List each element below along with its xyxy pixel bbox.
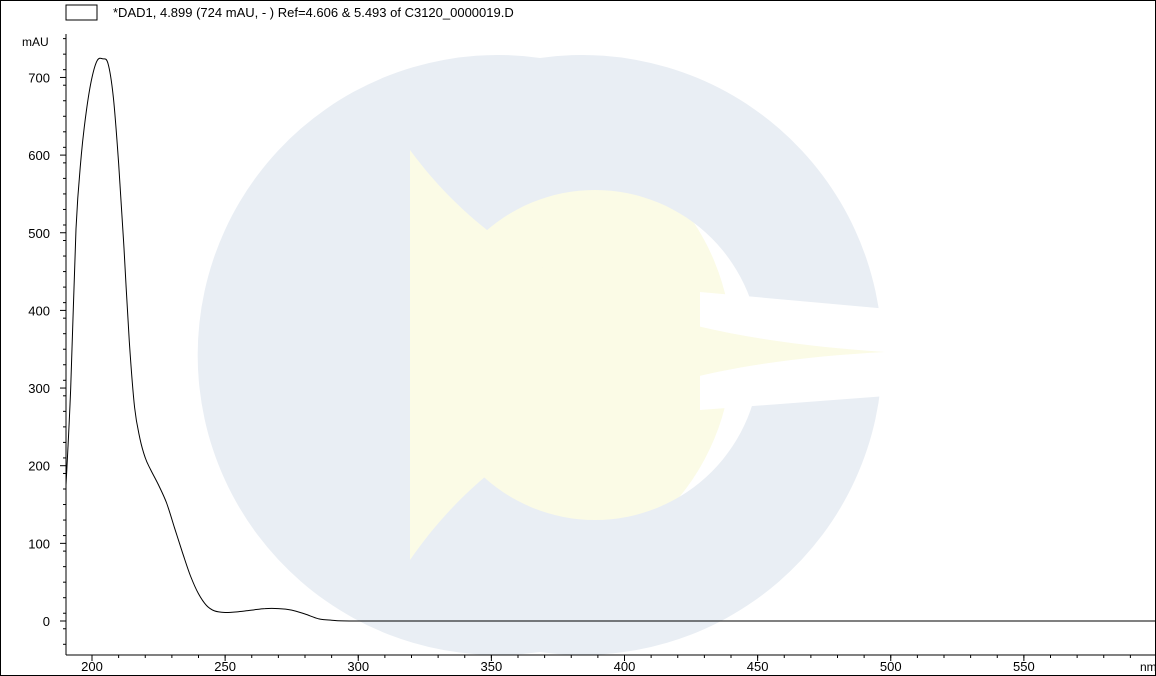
y-tick-label: 200: [28, 459, 50, 474]
y-axis-unit-label: mAU: [22, 35, 49, 49]
x-tick-label: 400: [614, 659, 636, 674]
series-line: [65, 57, 1156, 622]
legend: *DAD1, 4.899 (724 mAU, - ) Ref=4.606 & 5…: [65, 4, 514, 21]
x-tick-label: 200: [81, 659, 103, 674]
y-tick-label: 400: [28, 303, 50, 318]
y-tick-label: 0: [43, 614, 50, 629]
x-tick-label: 350: [481, 659, 503, 674]
y-tick-label: 600: [28, 148, 50, 163]
x-axis-ticks: 200 250 300 350 400 450 500 550: [81, 655, 1131, 674]
y-tick-label: 500: [28, 226, 50, 241]
watermark-wedge-tail: [410, 150, 885, 560]
y-tick-label: 700: [28, 70, 50, 85]
x-tick-label: 300: [347, 659, 369, 674]
y-tick-label: 300: [28, 381, 50, 396]
x-tick-label: 550: [1013, 659, 1035, 674]
legend-entry: *DAD1, 4.899 (724 mAU, - ) Ref=4.606 & 5…: [113, 5, 514, 20]
x-tick-label: 450: [747, 659, 769, 674]
x-axis-unit-label: nm: [1140, 660, 1156, 674]
watermark-ring: [197, 55, 883, 655]
x-tick-label: 250: [214, 659, 236, 674]
y-tick-label: 100: [28, 536, 50, 551]
x-tick-label: 500: [880, 659, 902, 674]
series-layer: [65, 57, 1156, 622]
watermark-logo: [197, 55, 900, 655]
legend-swatch: [65, 4, 98, 21]
y-axis-ticks: 0 100 200 300 400 500 600 700: [28, 38, 66, 645]
